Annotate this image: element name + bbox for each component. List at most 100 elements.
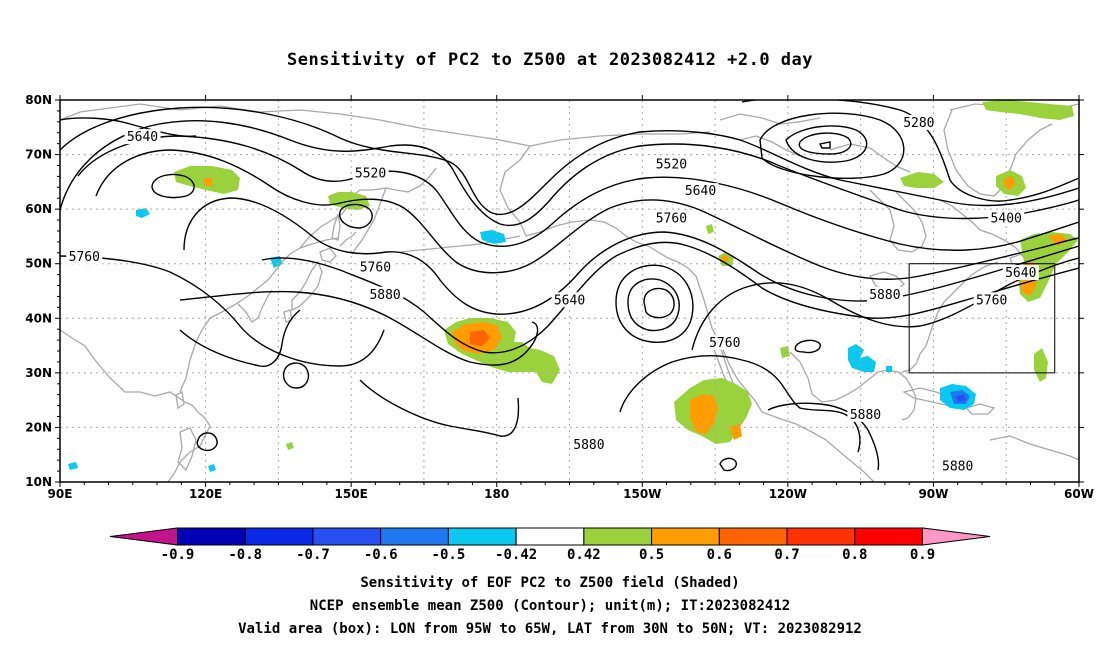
- shade-core-labrador: [1004, 176, 1016, 190]
- lon-label: 120W: [769, 487, 807, 501]
- kuril-islands: [339, 231, 357, 247]
- contour-closed-pacific: [282, 362, 310, 389]
- contour-label: 5640: [1005, 266, 1036, 281]
- colorbar-segment: [515, 527, 585, 546]
- contour-5220-inner: [798, 132, 852, 155]
- canadian-archipelago-1: [719, 113, 821, 125]
- contour-5760-cutoff: [615, 264, 694, 343]
- lat-label: 30N: [25, 366, 52, 380]
- contour-5760-west: [60, 255, 385, 367]
- contour-label: 5400: [991, 211, 1022, 226]
- shade-patch-pacific-tiny: [286, 442, 294, 450]
- contour-label: 5760: [709, 336, 740, 351]
- shade-negative-aleutian: [480, 230, 506, 244]
- shade-negative-okhotsk: [136, 208, 150, 218]
- contour-label: 5640: [127, 130, 158, 145]
- contour-label-bg: [988, 210, 1025, 226]
- colorbar-label: -0.9: [161, 547, 195, 563]
- shade-peak-north-pacific: [470, 330, 490, 346]
- contour-closed-gulf: [794, 339, 821, 354]
- contour-label-bg: [900, 114, 937, 130]
- contour-5340-low: [759, 112, 905, 179]
- valid-area-box: [908, 263, 1056, 374]
- contour-5580: [77, 135, 1079, 251]
- contour-label-bg: [706, 334, 743, 350]
- contour-label: 5280: [903, 116, 934, 131]
- canadian-archipelago-3: [829, 143, 911, 173]
- coastline-kamchatka: [351, 187, 387, 255]
- colorbar-segment: [651, 527, 720, 546]
- shade-core-atlantic-n: [1048, 234, 1068, 246]
- colorbar-segment: [244, 527, 314, 546]
- lat-label: 10N: [25, 475, 52, 489]
- contour-label-bg: [570, 436, 607, 452]
- contour-5700: [183, 197, 1079, 315]
- colorbar-segment: [177, 527, 246, 546]
- contour-label-bg: [124, 129, 161, 145]
- colorbar-label: -0.7: [296, 547, 330, 563]
- contour-label: 5880: [369, 288, 400, 303]
- contour-closed-philippines: [196, 432, 218, 452]
- colorbar-label: 0.6: [707, 547, 732, 563]
- coastline-okhotsk: [299, 167, 437, 249]
- map-title: Sensitivity of PC2 to Z500 at 2023082412…: [286, 50, 813, 70]
- caption-line-1: Sensitivity of EOF PC2 to Z500 field (Sh…: [360, 575, 740, 591]
- contour-label: 5640: [554, 293, 585, 308]
- lon-label: 60W: [1064, 487, 1094, 501]
- lat-label: 50N: [25, 257, 52, 271]
- coastline-us-east: [937, 261, 999, 313]
- lon-label: 90W: [918, 487, 948, 501]
- contour-label: 5520: [355, 167, 386, 182]
- contour-labels: 5640 5520 5280 5520 5640 5760 5400 5760 5760 5880…: [66, 114, 1039, 475]
- colorbar-segment: [312, 527, 382, 546]
- lat-axis-labels: 80N 70N 60N 50N 40N 30N 20N 10N: [25, 93, 52, 489]
- coastline-central-america: [761, 411, 875, 482]
- z500-contours: [60, 100, 1079, 472]
- shade-core-mexico-2: [730, 424, 742, 440]
- colorbar-label: 0.7: [774, 547, 799, 563]
- shade-negative-tiny1: [68, 462, 78, 470]
- lon-axis-labels: 90E 120E 150E 180 150W 120W 90W 60W: [48, 487, 1094, 501]
- florida: [901, 311, 939, 373]
- contour-label-bg: [653, 156, 690, 172]
- lon-label: 120E: [189, 487, 222, 501]
- lat-label: 70N: [25, 148, 52, 162]
- philippines: [177, 427, 197, 472]
- shade-negative-japan: [270, 256, 282, 268]
- south-america-north: [989, 435, 1079, 461]
- contour-label: 5760: [360, 261, 391, 276]
- shade-patch-far-east: [706, 224, 714, 234]
- contour-5880-east-pacific: [619, 355, 880, 471]
- contour-5640: [95, 149, 1079, 280]
- colorbar-label: 0.5: [639, 547, 664, 563]
- shade-core-mexico: [690, 394, 718, 434]
- hispaniola: [964, 403, 996, 415]
- coastline-arctic-siberia: [60, 103, 531, 147]
- coastline-alaska: [499, 145, 649, 247]
- contour-label-bg: [66, 249, 103, 265]
- contour-label-bg: [939, 458, 976, 474]
- contour-label: 5640: [685, 184, 716, 199]
- colorbar-label: 0.42: [567, 547, 601, 563]
- colorbar-label: -0.6: [364, 547, 398, 563]
- coastline-asia: [60, 329, 211, 482]
- contour-label-bg: [357, 259, 394, 275]
- contour-label-bg: [352, 165, 389, 181]
- coastline-alaska-north: [529, 131, 711, 147]
- colorbar-low-arrow: [109, 527, 178, 546]
- contour-label-bg: [367, 286, 404, 302]
- caption-line-3: Valid area (box): LON from 95W to 65W, L…: [238, 621, 862, 637]
- shade-negative-tiny2: [208, 464, 216, 472]
- sensitivity-shading: [68, 100, 1078, 472]
- contour-label: 5760: [656, 211, 687, 226]
- contour-5460: [60, 106, 1079, 215]
- contour-5640-asia: [60, 117, 197, 138]
- shade-negative-box: [848, 344, 876, 372]
- contour-label-bg: [847, 406, 884, 422]
- contour-5520: [60, 120, 1079, 227]
- contour-5400: [741, 100, 1079, 202]
- contour-label: 5880: [850, 408, 881, 423]
- colorbar-labels: -0.9 -0.8 -0.7 -0.6 -0.5 -0.42 0.42 0.5 0.6 0.7 0.…: [161, 547, 936, 563]
- coastlines: [60, 103, 1079, 482]
- colorbar-segment: [583, 527, 653, 546]
